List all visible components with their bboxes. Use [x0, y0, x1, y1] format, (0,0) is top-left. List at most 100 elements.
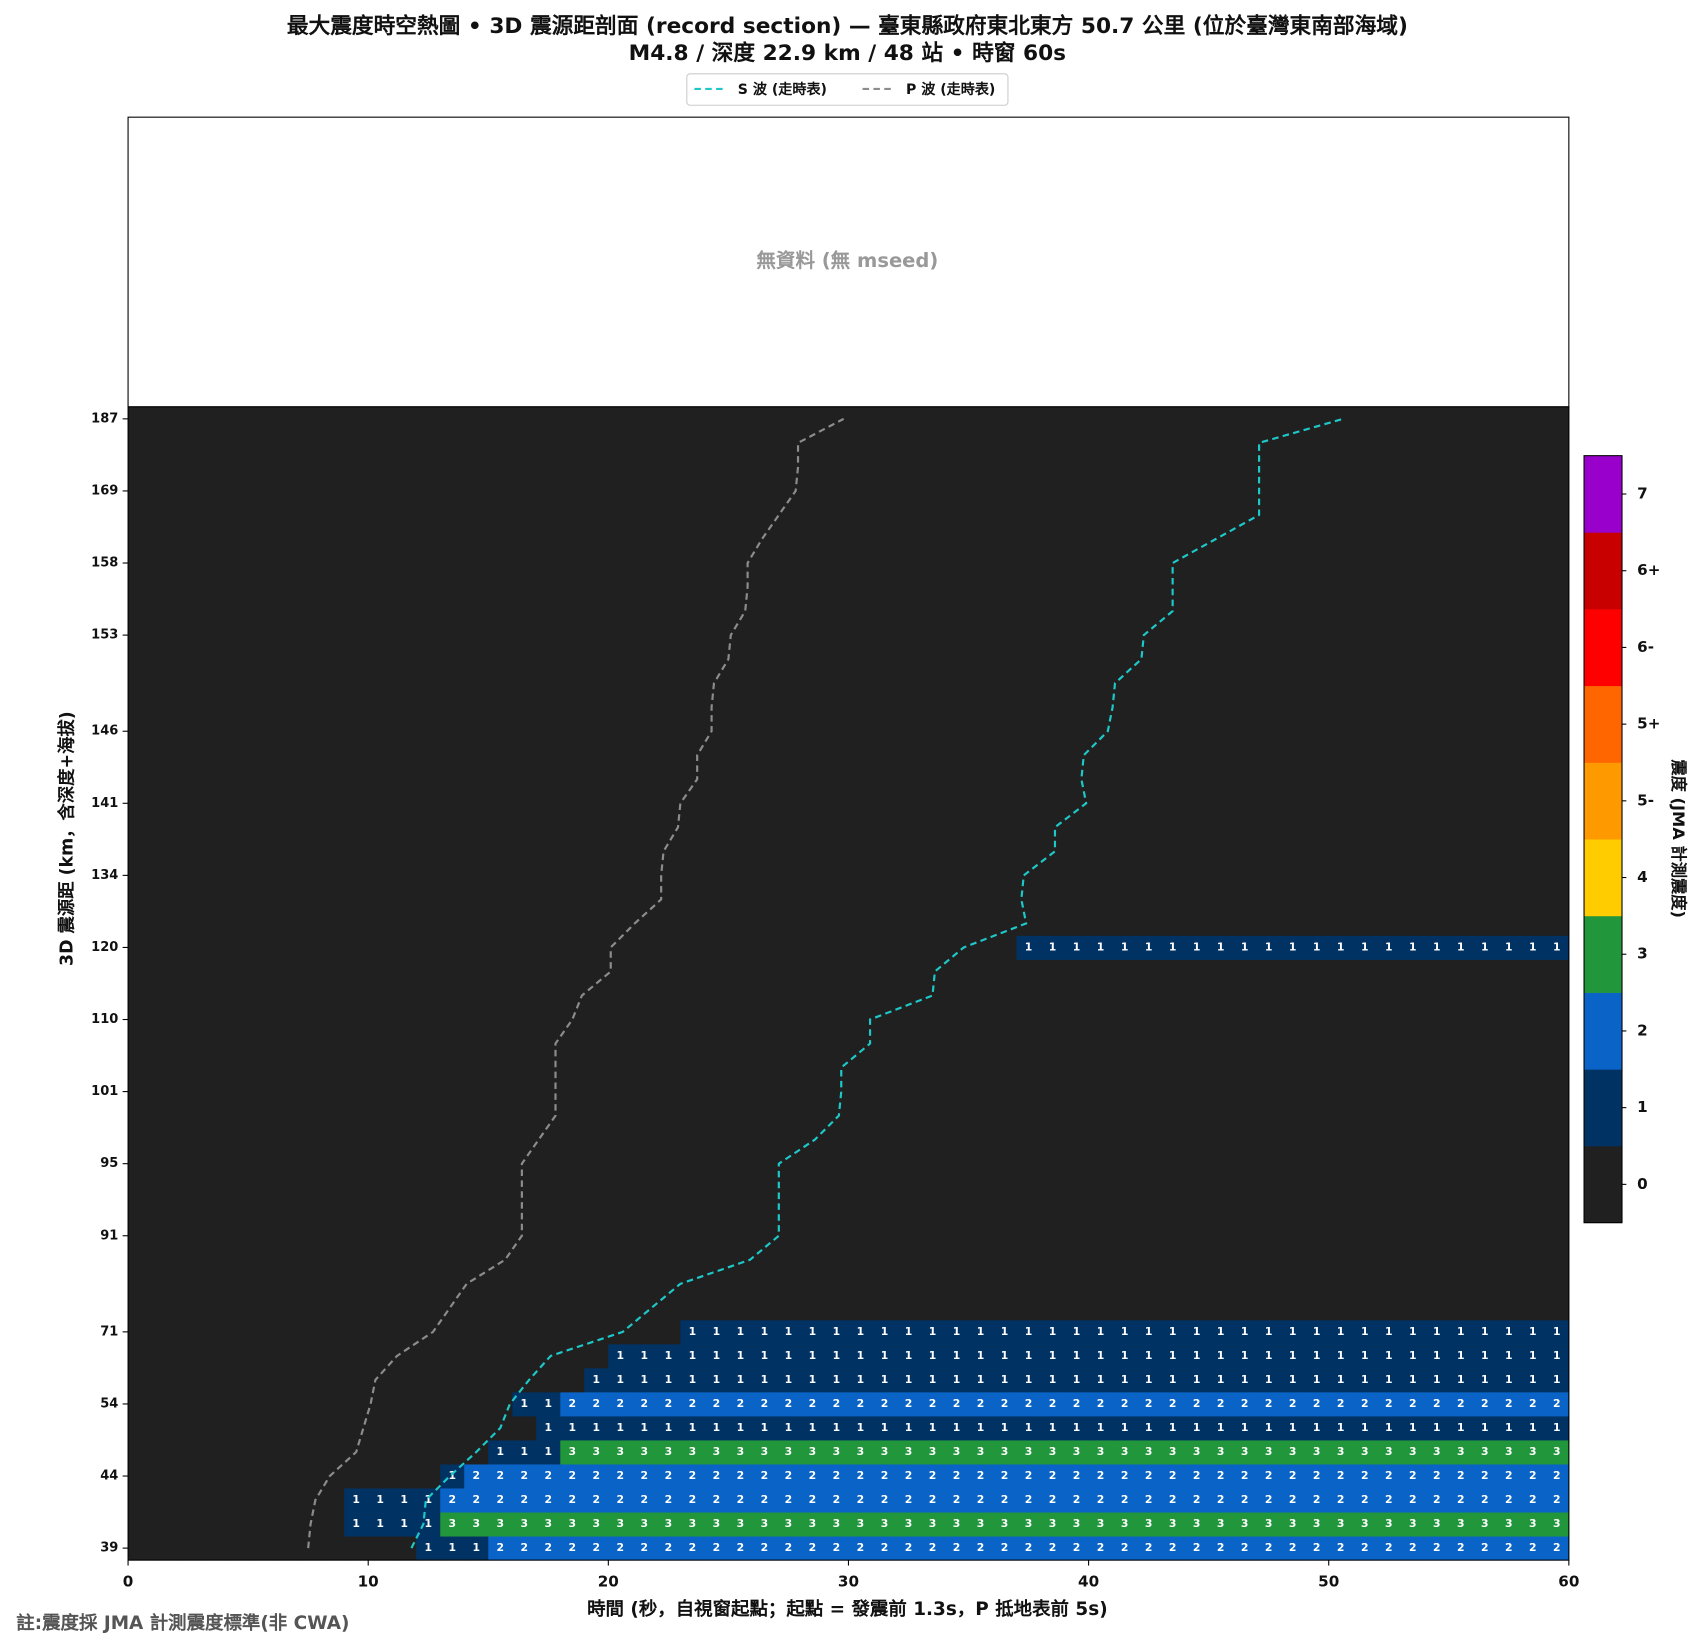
- cell-label: 2: [496, 1541, 504, 1554]
- heat-cell: [1256, 551, 1282, 576]
- heat-cell: [920, 887, 945, 912]
- heat-cell: [248, 887, 273, 912]
- heat-cell: [440, 1079, 465, 1105]
- heat-cell: [176, 406, 201, 432]
- heat-cell: [416, 743, 441, 768]
- heat-cell: [440, 887, 465, 912]
- heat-cell: [656, 1488, 681, 1513]
- heat-cell: [1472, 575, 1498, 600]
- heat-cell: [152, 406, 177, 432]
- heat-cell: [800, 647, 825, 672]
- heat-cell: [704, 1439, 729, 1465]
- heat-cell: [1328, 1271, 1354, 1297]
- heat-cell: [1328, 1151, 1354, 1177]
- heat-cell: [848, 551, 873, 576]
- heat-cell: [1208, 406, 1234, 432]
- heat-cell: [512, 1415, 537, 1441]
- colorbar-tick-label: 0: [1637, 1175, 1648, 1193]
- heat-cell: [1040, 719, 1066, 744]
- heat-cell: [680, 1247, 705, 1273]
- heat-cell: [560, 1247, 585, 1273]
- heat-cell: [1016, 743, 1041, 768]
- cell-label: 2: [881, 1493, 889, 1506]
- heat-cell: [968, 1439, 993, 1465]
- heat-cell: [272, 1055, 297, 1081]
- heat-cell: [896, 1055, 921, 1081]
- heat-cell: [680, 887, 705, 912]
- heat-cell: [368, 1199, 393, 1225]
- heat-cell: [296, 502, 321, 528]
- heat-cell: [272, 911, 297, 936]
- heat-cell: [1304, 839, 1330, 864]
- heat-cell: [944, 1512, 969, 1537]
- colorbar-segment: [1584, 685, 1623, 763]
- heat-cell: [1088, 1295, 1114, 1321]
- cell-label: 3: [1049, 1445, 1057, 1458]
- heat-cell: [272, 1007, 297, 1032]
- heat-cell: [1448, 454, 1474, 480]
- heat-cell: [704, 478, 729, 504]
- heat-cell: [560, 502, 585, 528]
- heat-cell: [704, 1079, 729, 1105]
- heat-cell: [1400, 1512, 1426, 1537]
- heat-cell: [800, 1415, 825, 1441]
- cell-label: 3: [1433, 1517, 1441, 1530]
- heat-cell: [320, 1151, 345, 1177]
- heat-cell: [1232, 1151, 1258, 1177]
- heat-cell: [1448, 1439, 1474, 1465]
- heat-cell: [512, 1151, 537, 1177]
- heat-cell: [584, 1127, 609, 1153]
- heat-cell: [944, 983, 969, 1008]
- heat-cell: [656, 647, 681, 672]
- heat-cell: [368, 1271, 393, 1297]
- cell-label: 2: [1073, 1469, 1081, 1482]
- heat-cell: [1544, 623, 1570, 648]
- heat-cell: [344, 1343, 369, 1369]
- heat-cell: [1544, 502, 1570, 528]
- heat-cell: [968, 430, 993, 456]
- heat-cell: [680, 526, 705, 552]
- heat-cell: [1184, 1536, 1210, 1561]
- heat-cell: [224, 1319, 249, 1345]
- heat-cell: [1472, 1007, 1498, 1032]
- heat-cell: [584, 911, 609, 936]
- heat-cell: [992, 1031, 1017, 1056]
- heat-cell: [944, 430, 969, 456]
- heat-cell: [1112, 983, 1138, 1008]
- heat-cell: [920, 454, 945, 480]
- heat-cell: [1064, 647, 1090, 672]
- cell-label: 1: [1481, 1325, 1489, 1338]
- heat-cell: [944, 839, 969, 864]
- heat-cell: [824, 1247, 849, 1273]
- cell-label: 1: [1409, 1421, 1417, 1434]
- heat-cell: [1184, 1199, 1210, 1225]
- heat-cell: [824, 1175, 849, 1201]
- heat-cell: [1400, 551, 1426, 576]
- cell-label: 1: [1073, 940, 1081, 953]
- cell-label: 2: [833, 1469, 841, 1482]
- heat-cell: [416, 526, 441, 552]
- heat-cell: [1064, 1536, 1090, 1561]
- heat-cell: [1088, 1536, 1114, 1561]
- heat-cell: [1256, 1199, 1282, 1225]
- heat-cell: [1280, 887, 1306, 912]
- heat-cell: [1496, 959, 1522, 984]
- heat-cell: [752, 983, 777, 1008]
- heat-cell: [968, 1391, 993, 1417]
- cell-label: 1: [1217, 1373, 1225, 1386]
- heat-cell: [656, 1055, 681, 1081]
- heat-cell: [1472, 1223, 1498, 1249]
- heat-cell: [656, 791, 681, 816]
- heat-cell: [680, 1103, 705, 1129]
- heat-cell: [176, 983, 201, 1008]
- heat-cell: [704, 839, 729, 864]
- cell-label: 1: [1025, 940, 1033, 953]
- heat-cell: [632, 1391, 657, 1417]
- heat-cell: [584, 983, 609, 1008]
- heat-cell: [1448, 791, 1474, 816]
- heat-cell: [512, 1175, 537, 1201]
- heat-cell: [320, 551, 345, 576]
- heat-cell: [152, 1127, 177, 1153]
- heat-cell: [872, 599, 897, 624]
- cell-label: 2: [617, 1397, 625, 1410]
